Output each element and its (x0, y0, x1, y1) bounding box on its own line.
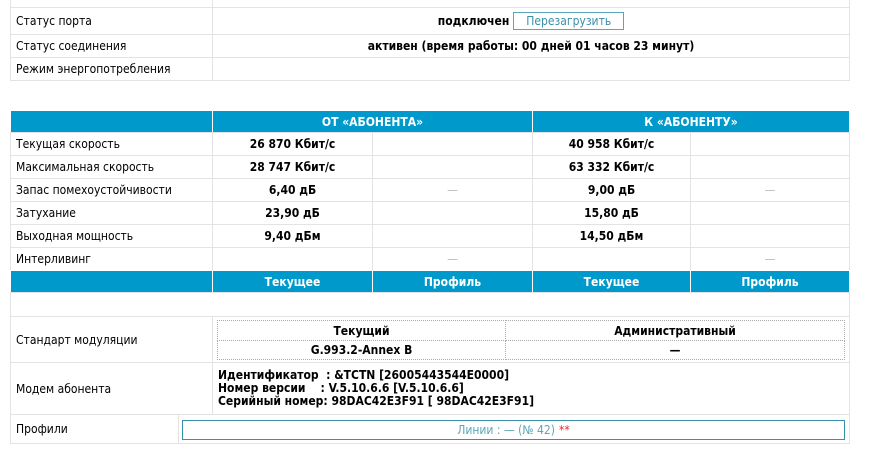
stats-cell-to-prof (690, 201, 850, 225)
power-mode-value (212, 57, 850, 81)
stats-cell-to-cur: 14,50 дБм (532, 224, 691, 248)
connection-status-value: активен (время работы: 00 дней 01 часов … (212, 34, 850, 58)
stats-cell-label: Текущая скорость (10, 132, 213, 156)
modem-id: Идентификатор : &TCTN [26005443544E0000] (218, 368, 510, 382)
stats-cell-to-cur: 15,80 дБ (532, 201, 691, 225)
spacer-row (10, 292, 850, 317)
stats-cell-from-cur (212, 247, 373, 271)
modulation-col-admin: Административный (505, 320, 845, 341)
profiles-marker: ** (558, 423, 570, 437)
stats-cell-from-cur: 6,40 дБ (212, 178, 373, 202)
profiles-cell (178, 414, 850, 444)
connection-status-label: Статус соединения (10, 34, 213, 58)
reboot-button[interactable]: Перезагрузить (513, 12, 625, 30)
port-status-text: подключен (437, 14, 510, 28)
stats-cell-to-prof (690, 132, 850, 156)
subheader-profile: Профиль (372, 270, 533, 293)
stats-cell-to-prof: — (690, 178, 850, 202)
stats-cell-to-prof (690, 155, 850, 179)
stats-cell-from-prof (372, 201, 533, 225)
stats-cell-label: Выходная мощность (10, 224, 213, 248)
modem-info: Идентификатор : &TCTN [26005443544E0000]… (212, 362, 850, 415)
stats-cell-from-prof (372, 224, 533, 248)
modulation-admin: — (505, 340, 845, 360)
subheader-profile: Профиль (690, 270, 850, 293)
stats-cell-to-cur: 40 958 Кбит/с (532, 132, 691, 156)
stats-cell-from-cur: 28 747 Кбит/с (212, 155, 373, 179)
stats-cell-from-cur: 23,90 дБ (212, 201, 373, 225)
stats-cell-from-cur: 9,40 дБм (212, 224, 373, 248)
power-mode-label: Режим энергопотребления (10, 57, 213, 81)
profiles-line-link[interactable]: Линии : — (№ 42) ** (182, 420, 845, 440)
stats-cell-label: Интерливинг (10, 247, 213, 271)
stats-cell-label: Затухание (10, 201, 213, 225)
stats-cell-to-cur: 9,00 дБ (532, 178, 691, 202)
modulation-label: Стандарт модуляции (10, 316, 213, 363)
stats-cell-to-cur (532, 247, 691, 271)
modem-serial: Серийный номер: 98DAC42E3F91 [ 98DAC42E3… (218, 394, 535, 408)
header-empty (10, 110, 213, 133)
profiles-label: Профили (10, 414, 179, 444)
modem-version: Номер версии : V.5.10.6.6 [V.5.10.6.6] (218, 381, 464, 395)
subheader-current: Текущее (532, 270, 691, 293)
modulation-current: G.993.2-Annex B (217, 340, 506, 360)
header-from-subscriber: ОТ «АБОНЕНТА» (212, 110, 533, 133)
stats-cell-from-prof: — (372, 247, 533, 271)
header-to-subscriber: К «АБОНЕНТУ» (532, 110, 850, 133)
modulation-col-current: Текущий (217, 320, 506, 341)
subheader-current: Текущее (212, 270, 373, 293)
stats-cell-from-prof (372, 132, 533, 156)
profiles-value: Линии : — (№ 42) (457, 423, 555, 437)
stats-cell-to-cur: 63 332 Кбит/с (532, 155, 691, 179)
stats-cell-from-prof (372, 155, 533, 179)
modem-label: Модем абонента (10, 362, 213, 415)
stats-cell-from-prof: — (372, 178, 533, 202)
port-status-label: Статус порта (10, 7, 213, 35)
stats-cell-from-cur: 26 870 Кбит/с (212, 132, 373, 156)
subheader-empty (10, 270, 213, 293)
stats-cell-label: Максимальная скорость (10, 155, 213, 179)
stats-cell-label: Запас помехоустойчивости (10, 178, 213, 202)
port-status-value: подключен Перезагрузить (212, 7, 850, 35)
stats-cell-to-prof (690, 224, 850, 248)
stats-cell-to-prof: — (690, 247, 850, 271)
